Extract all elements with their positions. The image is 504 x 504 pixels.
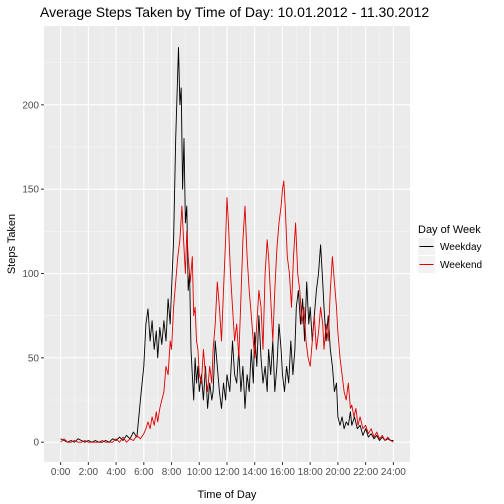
- x-tick-label: 20:00: [325, 467, 350, 478]
- x-axis: 0:00 2:00 4:00 6:00 8:00 10:00 12:00 14:00 16:00…: [51, 462, 406, 478]
- y-axis: 0 50 100 150 200: [22, 100, 44, 449]
- legend-label-weekday: Weekday: [440, 242, 482, 253]
- x-tick-label: 0:00: [51, 467, 71, 478]
- x-tick-label: 22:00: [353, 467, 378, 478]
- series-line-weekday: [60, 47, 394, 443]
- legend: Day of Week Weekday Weekend: [418, 224, 482, 273]
- y-tick-label: 100: [22, 269, 39, 280]
- y-tick-label: 0: [33, 438, 39, 449]
- legend-label-weekend: Weekend: [440, 260, 482, 271]
- legend-title: Day of Week: [418, 224, 481, 236]
- x-tick-label: 10:00: [187, 467, 212, 478]
- chart-title: Average Steps Taken by Time of Day: 10.0…: [40, 4, 429, 20]
- x-tick-label: 16:00: [270, 467, 295, 478]
- x-tick-label: 2:00: [79, 467, 99, 478]
- x-tick-label: 12:00: [214, 467, 239, 478]
- x-tick-label: 8:00: [162, 467, 182, 478]
- x-tick-label: 4:00: [106, 467, 126, 478]
- x-tick-label: 6:00: [134, 467, 154, 478]
- x-axis-title: Time of Day: [198, 489, 257, 501]
- series-layer: [60, 47, 394, 443]
- y-tick-label: 50: [28, 353, 40, 364]
- legend-items: Weekday Weekend: [418, 238, 482, 273]
- series-line-weekend: [60, 180, 394, 443]
- x-tick-label: 18:00: [298, 467, 323, 478]
- y-tick-label: 150: [22, 185, 39, 196]
- x-tick-label: 14:00: [242, 467, 267, 478]
- y-tick-label: 200: [22, 100, 39, 111]
- y-axis-title: Steps Taken: [6, 214, 18, 274]
- x-tick-label: 24:00: [381, 467, 406, 478]
